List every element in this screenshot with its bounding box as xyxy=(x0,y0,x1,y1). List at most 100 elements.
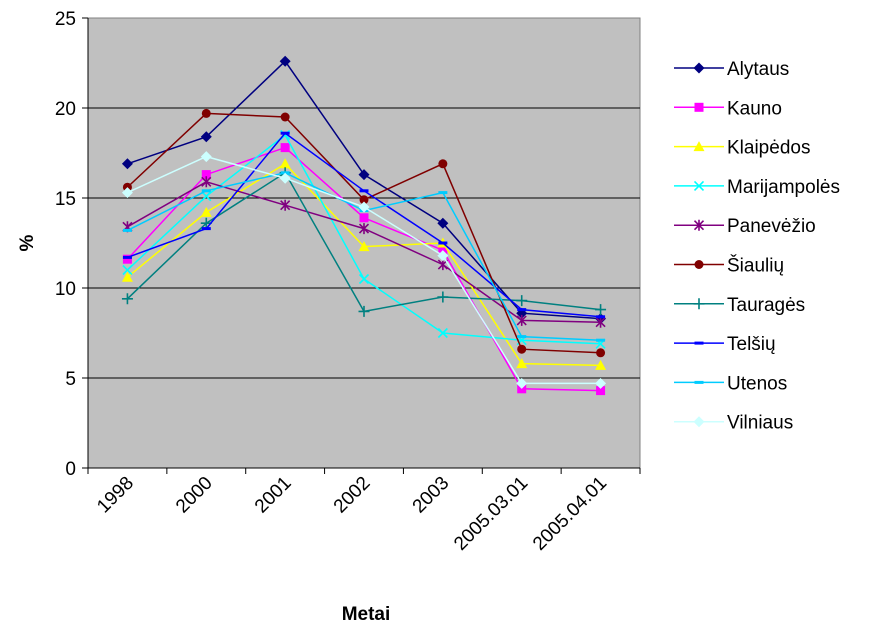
data-point xyxy=(201,170,211,180)
series-1 xyxy=(121,55,607,325)
data-point xyxy=(121,187,133,199)
legend-label: Vilniaus xyxy=(727,413,793,434)
data-point xyxy=(359,213,369,223)
data-point xyxy=(201,191,212,202)
data-point xyxy=(595,316,606,328)
legend-marker xyxy=(693,180,705,191)
data-point xyxy=(358,169,370,181)
data-point xyxy=(280,143,290,153)
data-point xyxy=(121,158,133,170)
legend-item: Marijampolės xyxy=(674,177,840,198)
legend-label: Utenos xyxy=(727,373,787,394)
data-point xyxy=(200,131,212,143)
legend-marker xyxy=(694,341,704,345)
series-5 xyxy=(122,176,606,328)
data-point xyxy=(122,254,132,264)
legend-item: Tauragės xyxy=(674,295,805,316)
data-point xyxy=(596,315,606,319)
data-point xyxy=(596,338,606,342)
legend-label: Kauno xyxy=(727,98,782,119)
series-10 xyxy=(121,151,607,389)
y-tick-label: 20 xyxy=(55,99,76,120)
legend-marker xyxy=(693,416,705,428)
data-point xyxy=(279,158,291,169)
legend-label: Klaipėdos xyxy=(727,138,810,159)
data-point xyxy=(280,199,291,211)
data-point xyxy=(437,250,449,262)
legend-item: Panevėžio xyxy=(674,216,816,237)
x-tick-label: 2005.04.01 xyxy=(529,473,611,555)
data-point xyxy=(201,108,211,118)
legend-marker xyxy=(694,380,704,384)
data-point xyxy=(595,377,607,389)
legend-marker xyxy=(693,62,705,74)
data-point xyxy=(438,159,448,169)
data-point xyxy=(122,255,132,259)
legend-label: Alytaus xyxy=(727,59,789,80)
data-point xyxy=(358,273,370,285)
data-point xyxy=(201,189,211,193)
data-point xyxy=(280,112,290,122)
legend-item: Vilniaus xyxy=(674,413,793,434)
data-point xyxy=(516,295,528,307)
legend-marker xyxy=(694,102,704,112)
series-6 xyxy=(122,108,606,358)
data-point xyxy=(280,131,290,135)
y-axis-title: % xyxy=(17,234,38,251)
data-point xyxy=(358,241,370,252)
data-point xyxy=(200,206,212,217)
data-point xyxy=(438,241,448,245)
data-point xyxy=(516,314,527,326)
y-tick-label: 15 xyxy=(55,189,76,210)
legend-item: Utenos xyxy=(674,373,787,394)
data-point xyxy=(517,335,527,339)
y-tick-label: 25 xyxy=(55,9,76,30)
y-tick-label: 0 xyxy=(65,459,76,480)
series-8 xyxy=(122,131,606,319)
x-tick-label: 2000 xyxy=(172,473,217,518)
legend-marker xyxy=(694,260,704,269)
legend: Alytaus Kauno Klaipėdos Marijampolės Panevėž… xyxy=(674,59,840,434)
data-point xyxy=(517,344,527,354)
data-point xyxy=(358,201,370,213)
data-point xyxy=(121,271,133,282)
data-point xyxy=(200,151,212,163)
legend-marker xyxy=(693,298,705,310)
x-tick-label: 2002 xyxy=(330,473,375,518)
data-point xyxy=(279,55,291,67)
data-point xyxy=(279,172,291,184)
data-point xyxy=(437,217,449,229)
data-point xyxy=(358,305,370,317)
legend-item: Alytaus xyxy=(674,59,789,80)
data-point xyxy=(122,264,133,276)
data-point xyxy=(437,327,448,339)
data-point xyxy=(359,189,369,193)
data-point xyxy=(516,358,528,369)
x-tick-label: 2001 xyxy=(251,473,296,518)
series-4 xyxy=(122,129,606,349)
data-point xyxy=(122,228,132,232)
legend-label: Šiaulių xyxy=(727,255,784,277)
data-point xyxy=(516,377,528,389)
y-tick-label: 10 xyxy=(55,279,76,300)
data-point xyxy=(595,304,607,316)
legend-item: Šiaulių xyxy=(674,255,784,277)
legend-label: Telšių xyxy=(727,334,776,355)
legend-marker xyxy=(693,219,705,231)
x-axis-title: Metai xyxy=(342,604,391,625)
legend-item: Klaipėdos xyxy=(674,138,810,159)
legend-item: Kauno xyxy=(674,98,782,119)
data-point xyxy=(201,227,211,231)
data-point xyxy=(596,386,606,396)
data-point xyxy=(121,293,133,305)
x-tick-label: 2003 xyxy=(409,473,454,518)
data-point xyxy=(201,176,212,188)
data-point xyxy=(595,359,607,370)
data-point xyxy=(437,291,449,303)
data-point xyxy=(358,223,370,235)
legend-item: Telšių xyxy=(674,334,776,355)
x-tick-label: 2005.03.01 xyxy=(450,473,532,555)
legend-label: Tauragės xyxy=(727,295,805,316)
legend-label: Marijampolės xyxy=(727,177,840,198)
